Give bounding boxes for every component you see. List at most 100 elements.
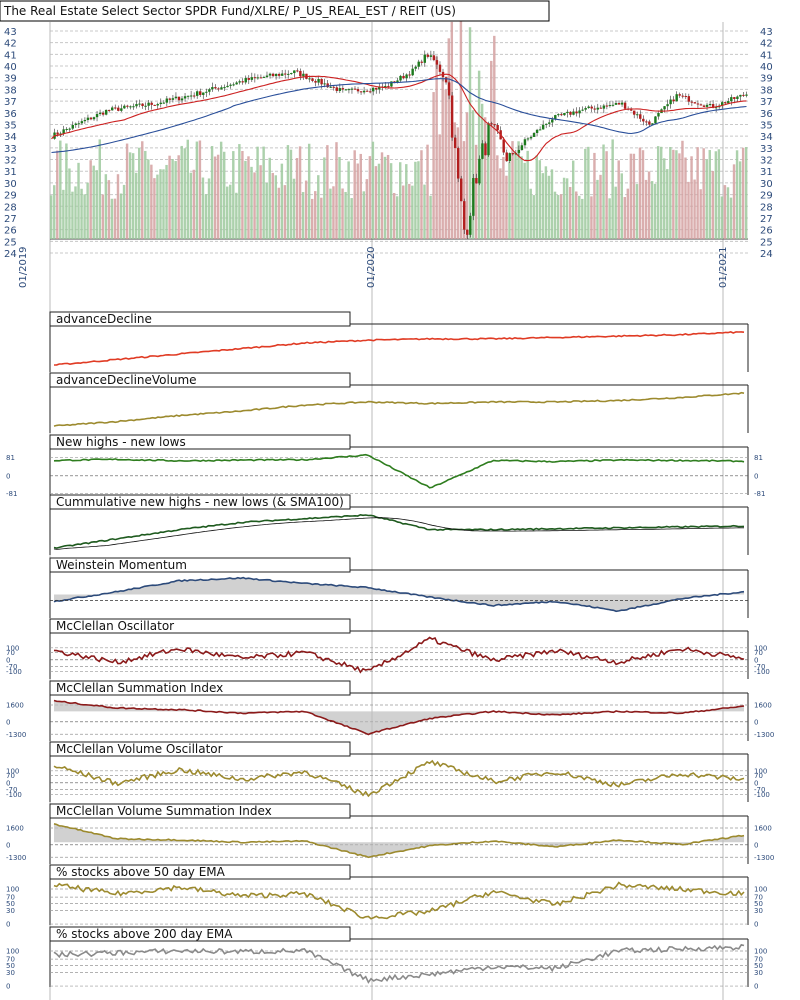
price-tick-right: 26 bbox=[760, 226, 773, 237]
volume-bar bbox=[113, 198, 117, 239]
volume-bar bbox=[605, 151, 608, 239]
volume-bar bbox=[596, 179, 599, 239]
candle-body bbox=[371, 87, 375, 92]
candle-body bbox=[174, 96, 178, 99]
candle-body bbox=[720, 102, 724, 106]
panel-tick-left: 0 bbox=[6, 472, 10, 480]
candle-body bbox=[384, 85, 387, 88]
volume-bar bbox=[262, 146, 265, 239]
volume-bar bbox=[332, 186, 335, 239]
candle-body bbox=[238, 81, 241, 83]
volume-bar bbox=[556, 195, 560, 239]
volume-bar bbox=[159, 169, 162, 239]
volume-bar bbox=[520, 156, 523, 239]
candle-body bbox=[241, 81, 244, 83]
candle-body bbox=[724, 102, 727, 104]
candle-body bbox=[141, 103, 144, 107]
candle-body bbox=[183, 96, 187, 99]
volume-bar bbox=[268, 157, 271, 239]
candle-body bbox=[347, 89, 351, 91]
panel-tick-left: -70 bbox=[6, 663, 17, 671]
panel-tick-left: -70 bbox=[6, 786, 17, 794]
candle-body bbox=[259, 77, 263, 79]
volume-bar bbox=[292, 178, 296, 239]
volume-bar bbox=[541, 173, 545, 239]
candle-body bbox=[632, 110, 636, 115]
candle-body bbox=[699, 104, 703, 106]
volume-bar bbox=[383, 156, 387, 239]
candle-body bbox=[235, 82, 238, 85]
volume-bar bbox=[517, 141, 520, 239]
candle-body bbox=[463, 201, 466, 230]
candle-body bbox=[202, 92, 205, 95]
panel-tick-right: 0 bbox=[754, 718, 758, 726]
volume-bar bbox=[374, 166, 378, 239]
candle-body bbox=[675, 94, 678, 102]
candle-body bbox=[596, 107, 599, 110]
volume-bar bbox=[565, 178, 569, 239]
price-tick-right: 33 bbox=[760, 144, 773, 155]
panel-series-line bbox=[53, 576, 745, 613]
volume-bar bbox=[219, 141, 223, 239]
indicator-panel: advanceDeclineVolume bbox=[49, 372, 749, 433]
volume-bar bbox=[411, 185, 414, 239]
price-tick-left: 31 bbox=[4, 167, 17, 178]
candle-body bbox=[205, 91, 208, 93]
candle-body bbox=[551, 119, 554, 123]
candle-body bbox=[250, 77, 254, 80]
panel-tick-right: 50 bbox=[754, 900, 763, 908]
volume-bar bbox=[271, 172, 274, 239]
candle-body bbox=[265, 75, 269, 78]
candle-body bbox=[256, 77, 260, 79]
volume-bar bbox=[474, 144, 478, 239]
candle-body bbox=[159, 102, 162, 105]
candle-body bbox=[98, 112, 102, 115]
volume-bar bbox=[502, 156, 505, 239]
panel-tick-right: -1300 bbox=[754, 731, 774, 739]
candle-body bbox=[566, 111, 569, 113]
candle-body bbox=[144, 105, 147, 107]
volume-bar bbox=[244, 160, 247, 239]
volume-bar bbox=[62, 189, 65, 239]
volume-bar bbox=[344, 191, 347, 239]
volume-bar bbox=[156, 174, 159, 239]
candle-body bbox=[696, 103, 700, 105]
volume-bar bbox=[256, 146, 259, 239]
panel-tick-left: 100 bbox=[6, 767, 19, 775]
candle-body bbox=[253, 77, 257, 79]
candle-body bbox=[523, 139, 527, 146]
candle-body bbox=[730, 97, 733, 102]
volume-bar bbox=[377, 163, 381, 239]
volume-bar bbox=[720, 196, 724, 239]
volume-bar bbox=[614, 186, 617, 239]
panel-tick-right: 81 bbox=[754, 454, 763, 462]
volume-bar bbox=[222, 151, 226, 239]
candle-body bbox=[687, 96, 691, 102]
candle-body bbox=[429, 55, 433, 57]
volume-bar bbox=[210, 146, 214, 239]
candle-body bbox=[89, 117, 93, 120]
panel-title-box bbox=[49, 618, 351, 634]
volume-bar bbox=[362, 191, 366, 239]
candle-body bbox=[283, 73, 287, 75]
volume-bar bbox=[644, 179, 648, 239]
volume-bar bbox=[329, 188, 332, 239]
volume-bar bbox=[435, 56, 438, 240]
panel-title: McClellan Volume Summation Index bbox=[56, 804, 272, 818]
volume-bar bbox=[402, 185, 405, 239]
candle-body bbox=[232, 84, 235, 86]
price-tick-right: 32 bbox=[760, 156, 773, 167]
price-tick-left: 42 bbox=[4, 39, 17, 50]
candle-body bbox=[296, 70, 299, 72]
candle-body bbox=[208, 89, 211, 92]
candle-body bbox=[493, 124, 496, 126]
volume-bar bbox=[423, 184, 426, 239]
volume-bar bbox=[335, 142, 338, 239]
candle-body bbox=[214, 87, 217, 89]
candle-body bbox=[456, 148, 460, 179]
candle-body bbox=[432, 55, 436, 61]
indicator-panels: advanceDecline advanceDeclineVolume New hi… bbox=[6, 311, 774, 991]
panel-title: advanceDecline bbox=[56, 312, 152, 326]
